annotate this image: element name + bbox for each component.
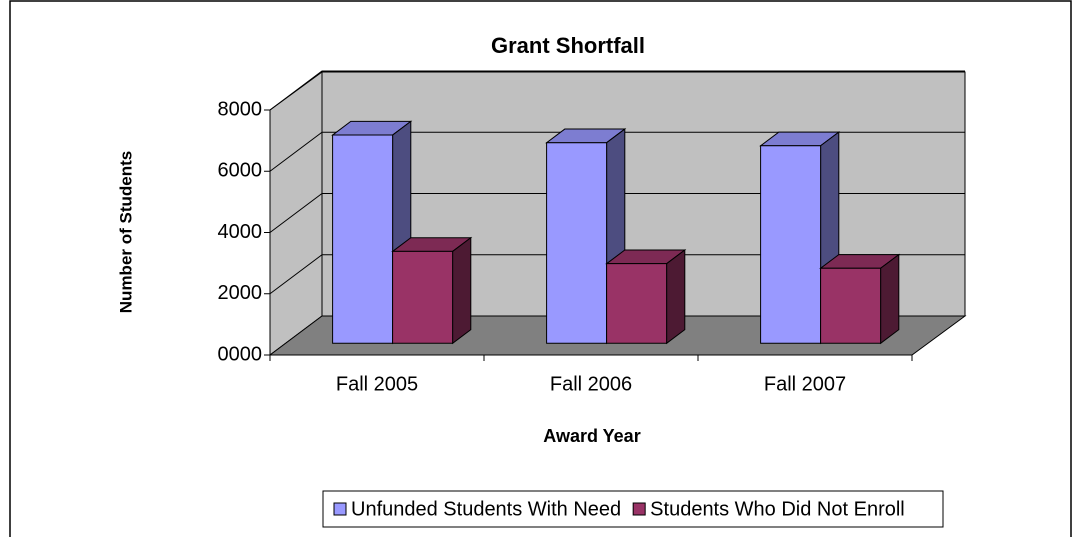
bar [332, 134, 394, 344]
grid-line [269, 254, 965, 295]
bar [606, 263, 668, 344]
bar [546, 142, 608, 344]
y-tick-label: 0000 [218, 343, 263, 365]
x-tick-label: Fall 2007 [764, 373, 846, 395]
legend-label: Unfunded Students With Need [351, 498, 621, 520]
grid-line [269, 193, 965, 233]
bar-side [880, 253, 900, 345]
bar-side [666, 249, 686, 345]
y-tick-label: 8000 [218, 98, 263, 120]
chart-title: Grant Shortfall [491, 33, 645, 58]
x-tick-label: Fall 2005 [336, 373, 418, 395]
x-axis-title: Award Year [543, 426, 640, 446]
x-tick-label: Fall 2006 [550, 373, 632, 395]
y-tick-label: 4000 [218, 221, 263, 243]
grid-line [269, 131, 965, 172]
legend-swatch [333, 502, 347, 516]
y-tick-label: 6000 [218, 160, 263, 182]
y-tick-label: 2000 [218, 282, 263, 304]
bar [820, 267, 882, 344]
y-axis-title: Number of Students [116, 151, 135, 313]
legend-label: Students Who Did Not Enroll [650, 498, 905, 520]
bar [760, 145, 822, 344]
bar-side [452, 236, 472, 345]
bar [392, 250, 454, 344]
legend-swatch [632, 502, 646, 516]
grid-line [269, 70, 965, 111]
